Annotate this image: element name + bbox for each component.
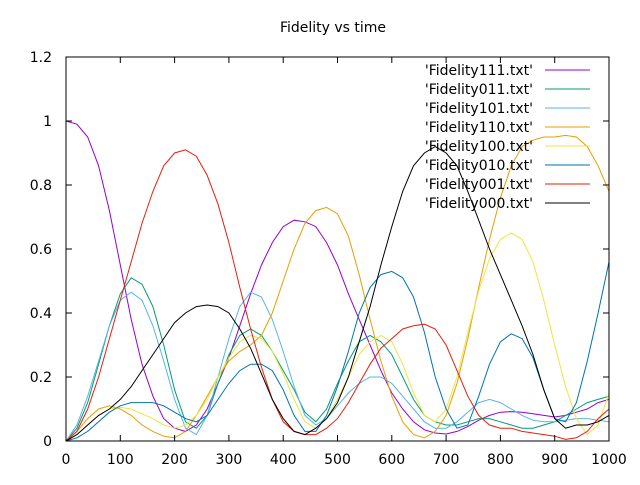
x-tick-label: 600 <box>378 452 405 468</box>
x-tick-label: 100 <box>107 452 134 468</box>
series-line-2 <box>66 277 609 441</box>
x-tick-label: 500 <box>324 452 351 468</box>
x-tick-label: 0 <box>62 452 71 468</box>
series-line-8 <box>66 146 609 441</box>
y-tick-label: 1 <box>43 114 52 130</box>
legend-label: 'Fidelity110.txt' <box>425 120 533 136</box>
legend: 'Fidelity111.txt' 'Fidelity011.txt' 'Fidel… <box>425 63 590 212</box>
series-line-5 <box>66 232 609 441</box>
legend-label: 'Fidelity001.txt' <box>425 177 533 193</box>
legend-label: 'Fidelity011.txt' <box>425 82 533 98</box>
x-axis-ticks: 0 100 200 300 400 500 600 700 800 900 1000 <box>62 57 627 468</box>
legend-label: 'Fidelity000.txt' <box>425 196 533 212</box>
y-tick-label: 0.4 <box>30 306 52 322</box>
series-line-4 <box>66 134 609 441</box>
x-tick-label: 800 <box>487 452 514 468</box>
series-line-6 <box>66 261 609 441</box>
x-tick-label: 700 <box>433 452 460 468</box>
x-tick-label: 300 <box>216 452 243 468</box>
series-line-7 <box>66 149 609 441</box>
chart-title: Fidelity vs time <box>280 20 386 36</box>
y-tick-label: 0.2 <box>30 370 52 386</box>
x-tick-label: 900 <box>541 452 568 468</box>
legend-label: 'Fidelity100.txt' <box>425 139 533 155</box>
y-axis-ticks: 0 0.2 0.4 0.6 0.8 1 1.2 <box>30 50 609 450</box>
series-line-3 <box>66 291 609 441</box>
x-tick-label: 400 <box>270 452 297 468</box>
y-tick-label: 0.6 <box>30 242 52 258</box>
y-tick-label: 0.8 <box>30 178 52 194</box>
legend-label: 'Fidelity111.txt' <box>425 63 533 79</box>
x-tick-label: 200 <box>161 452 188 468</box>
plot-lines <box>66 120 609 441</box>
x-tick-label: 1000 <box>591 452 627 468</box>
legend-label: 'Fidelity010.txt' <box>425 158 533 174</box>
y-tick-label: 1.2 <box>30 50 52 66</box>
y-tick-label: 0 <box>43 434 52 450</box>
legend-label: 'Fidelity101.txt' <box>425 101 533 117</box>
